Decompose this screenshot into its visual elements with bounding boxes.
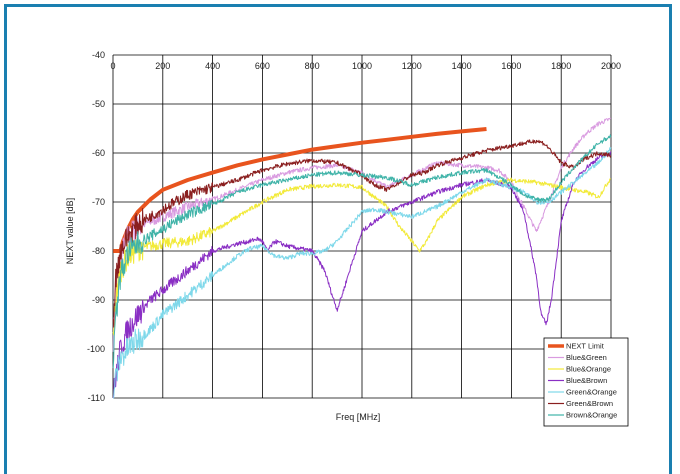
axes: Freq [MHz] NEXT value [dB] -40 -50 -60 -70 -…	[65, 50, 621, 422]
legend-entry: Blue&Brown	[566, 376, 607, 385]
legend-entry: NEXT Limit	[566, 342, 605, 351]
y-axis-title: NEXT value [dB]	[65, 198, 75, 264]
legend-entry: Blue&Orange	[566, 365, 611, 374]
legend-entry: Brown&Orange	[566, 411, 617, 420]
y-tick-label: -70	[92, 197, 105, 207]
y-tick-label: -50	[92, 99, 105, 109]
y-tick-label: -40	[92, 50, 105, 60]
series-line-blue-brown	[112, 151, 612, 399]
y-tick-label: -110	[88, 393, 105, 403]
x-tick-label: 1800	[551, 61, 571, 71]
series-line-brown-orange	[112, 134, 612, 369]
x-tick-label: 1000	[352, 61, 372, 71]
y-tick-label: -90	[92, 295, 105, 305]
next-chart: Freq [MHz] NEXT value [dB] -40 -50 -60 -70 -…	[65, 50, 629, 427]
x-tick-label: 600	[255, 61, 270, 71]
series-line-next limit	[113, 127, 487, 253]
grid	[112, 54, 612, 399]
legend-entry: Blue&Green	[566, 353, 607, 362]
x-tick-label: 400	[205, 61, 220, 71]
series-line-blue-orange	[112, 177, 611, 336]
x-tick-label: 1600	[501, 61, 521, 71]
legend: NEXT Limit Blue&Green Blue&Orange Blue&Brow…	[543, 337, 629, 427]
x-tick-label: 0	[110, 61, 115, 71]
y-tick-label: -60	[92, 148, 105, 158]
series-line-green-orange	[113, 147, 612, 399]
legend-box	[543, 337, 629, 427]
x-axis-title: Freq [MHz]	[336, 412, 381, 422]
y-tick-label: -100	[87, 344, 105, 354]
legend-entry: Green&Orange	[566, 388, 617, 397]
x-tick-label: 800	[305, 61, 320, 71]
y-tick-label: -80	[92, 246, 105, 256]
x-tick-label: 1400	[452, 61, 472, 71]
x-tick-label: 2000	[601, 61, 621, 71]
x-tick-label: 1200	[402, 61, 422, 71]
chart-frame	[4, 4, 672, 474]
x-tick-label: 200	[155, 61, 170, 71]
legend-entry: Green&Brown	[566, 399, 613, 408]
series-lines	[112, 117, 612, 399]
series-line-green-brown	[112, 139, 612, 328]
